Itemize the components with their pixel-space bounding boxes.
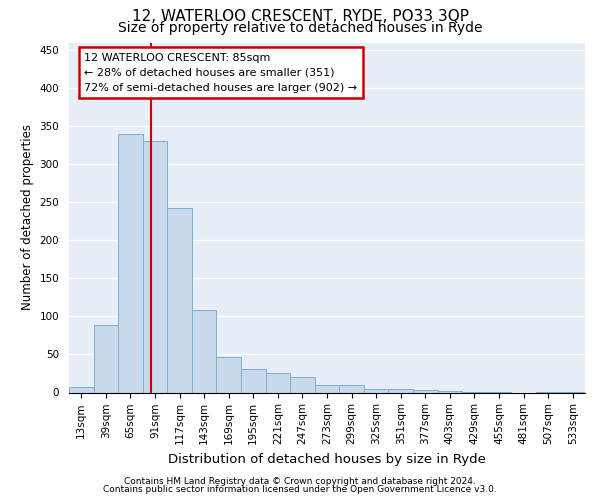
Bar <box>364 388 388 392</box>
Y-axis label: Number of detached properties: Number of detached properties <box>21 124 34 310</box>
Bar <box>437 391 462 392</box>
Bar <box>217 356 241 392</box>
Bar <box>388 390 413 392</box>
Bar <box>167 208 192 392</box>
Text: Contains HM Land Registry data © Crown copyright and database right 2024.: Contains HM Land Registry data © Crown c… <box>124 477 476 486</box>
Bar <box>315 385 339 392</box>
Bar <box>143 142 167 392</box>
Text: Size of property relative to detached houses in Ryde: Size of property relative to detached ho… <box>118 21 482 35</box>
Bar <box>94 325 118 392</box>
Text: Contains public sector information licensed under the Open Government Licence v3: Contains public sector information licen… <box>103 485 497 494</box>
Bar <box>69 387 94 392</box>
Bar <box>290 378 315 392</box>
Bar <box>118 134 143 392</box>
Bar <box>241 369 266 392</box>
Bar <box>192 310 217 392</box>
Text: 12, WATERLOO CRESCENT, RYDE, PO33 3QP: 12, WATERLOO CRESCENT, RYDE, PO33 3QP <box>131 9 469 24</box>
X-axis label: Distribution of detached houses by size in Ryde: Distribution of detached houses by size … <box>168 452 486 466</box>
Text: 12 WATERLOO CRESCENT: 85sqm
← 28% of detached houses are smaller (351)
72% of se: 12 WATERLOO CRESCENT: 85sqm ← 28% of det… <box>85 53 358 92</box>
Bar <box>266 374 290 392</box>
Bar <box>413 390 437 392</box>
Bar <box>339 385 364 392</box>
